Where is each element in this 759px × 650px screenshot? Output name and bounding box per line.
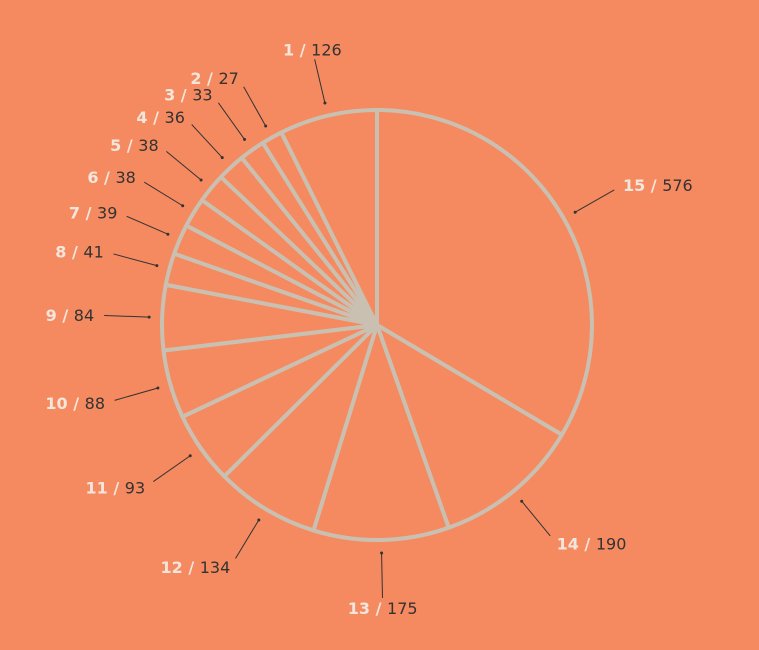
- pie-slice-14: [375, 323, 564, 530]
- slice-label-separator: /: [148, 108, 165, 127]
- leader-dot-15: [573, 210, 577, 214]
- slice-label-index: 11: [86, 478, 108, 497]
- slice-label-index: 6: [87, 168, 98, 187]
- slice-label-separator: /: [645, 176, 662, 195]
- leader-dot-3: [243, 137, 247, 141]
- leader-line-8: [113, 253, 157, 267]
- leader-line-6: [144, 181, 183, 207]
- pie-slice-13: [311, 323, 451, 542]
- leader-line-3: [217, 102, 245, 140]
- slice-label-value: 134: [200, 558, 231, 577]
- slice-label-index: 15: [623, 176, 645, 195]
- slice-label-6: 6 / 38: [87, 168, 135, 187]
- slice-label-9: 9 / 84: [46, 306, 94, 325]
- slice-label-value: 41: [83, 242, 103, 261]
- leader-dot-12: [257, 518, 261, 522]
- leader-line-11: [153, 455, 191, 482]
- slice-label-separator: /: [80, 203, 97, 222]
- pie-slice-15: [375, 108, 594, 437]
- slice-label-value: 126: [311, 40, 342, 59]
- slice-label-value: 175: [387, 599, 418, 618]
- slice-label-value: 190: [596, 535, 627, 554]
- slice-label-index: 10: [45, 394, 67, 413]
- slice-label-separator: /: [121, 136, 138, 155]
- leader-line-14: [521, 500, 551, 537]
- slice-label-13: 13 / 175: [348, 599, 418, 618]
- slice-label-3: 3 / 33: [164, 86, 212, 105]
- leader-dot-8: [155, 264, 159, 268]
- slice-label-separator: /: [175, 86, 192, 105]
- slice-label-value: 27: [218, 69, 238, 88]
- slice-label-index: 12: [161, 558, 183, 577]
- slice-label-separator: /: [183, 558, 200, 577]
- leader-line-12: [235, 519, 260, 559]
- slice-label-separator: /: [108, 478, 125, 497]
- slice-label-5: 5 / 38: [110, 136, 158, 155]
- leader-dot-13: [380, 551, 384, 555]
- leader-line-9: [104, 315, 150, 318]
- slice-label-10: 10 / 88: [45, 394, 105, 413]
- slice-label-4: 4 / 36: [136, 108, 184, 127]
- slice-label-11: 11 / 93: [86, 478, 146, 497]
- leader-line-1: [314, 59, 326, 104]
- leader-line-10: [114, 387, 159, 401]
- slice-label-14: 14 / 190: [557, 535, 627, 554]
- slice-label-index: 3: [164, 86, 175, 105]
- leader-line-4: [191, 124, 223, 158]
- slice-label-separator: /: [98, 168, 115, 187]
- slice-label-value: 576: [662, 176, 693, 195]
- slice-label-index: 7: [69, 203, 80, 222]
- slice-label-value: 38: [115, 168, 135, 187]
- slice-label-index: 4: [136, 108, 147, 127]
- leader-dot-4: [220, 156, 224, 160]
- slice-label-value: 36: [165, 108, 185, 127]
- slice-label-value: 93: [125, 478, 145, 497]
- slice-label-separator: /: [68, 394, 85, 413]
- slice-label-index: 14: [557, 535, 579, 554]
- slice-label-index: 13: [348, 599, 370, 618]
- slice-label-index: 8: [55, 242, 66, 261]
- slice-label-index: 1: [283, 40, 294, 59]
- slice-label-value: 39: [97, 203, 117, 222]
- slice-label-8: 8 / 41: [55, 242, 103, 261]
- slice-label-1: 1 / 126: [283, 40, 342, 59]
- leader-dot-7: [166, 232, 170, 236]
- slice-label-separator: /: [294, 40, 311, 59]
- leader-dot-9: [147, 315, 151, 319]
- leader-dot-5: [199, 178, 203, 182]
- slice-label-index: 5: [110, 136, 121, 155]
- pie-slice-12: [222, 323, 379, 533]
- slice-label-index: 2: [190, 69, 201, 88]
- leader-dot-1: [323, 101, 327, 105]
- leader-line-2: [243, 86, 267, 127]
- slice-label-value: 38: [138, 136, 158, 155]
- slice-label-value: 84: [74, 306, 94, 325]
- pie-slice-1: [279, 108, 379, 327]
- leader-dot-11: [188, 454, 192, 458]
- leader-dot-6: [181, 204, 185, 208]
- leader-dot-10: [156, 386, 160, 390]
- slice-label-separator: /: [66, 242, 83, 261]
- leader-lines: [104, 59, 615, 598]
- slice-label-index: 9: [46, 306, 57, 325]
- slice-label-2: 2 / 27: [190, 69, 238, 88]
- slice-label-12: 12 / 134: [161, 558, 231, 577]
- slice-label-separator: /: [579, 535, 596, 554]
- slice-label-7: 7 / 39: [69, 203, 117, 222]
- slice-label-value: 88: [85, 394, 105, 413]
- slice-label-value: 33: [192, 86, 212, 105]
- leader-line-15: [574, 189, 615, 213]
- leader-line-13: [381, 552, 383, 598]
- slice-label-separator: /: [57, 306, 74, 325]
- leader-line-7: [126, 215, 169, 235]
- leader-dot-2: [264, 124, 268, 128]
- slice-label-15: 15 / 576: [623, 176, 693, 195]
- leader-line-5: [166, 150, 202, 181]
- pie-slices: [160, 108, 594, 542]
- slice-label-separator: /: [201, 69, 218, 88]
- leader-dot-14: [520, 499, 524, 503]
- slice-label-separator: /: [370, 599, 387, 618]
